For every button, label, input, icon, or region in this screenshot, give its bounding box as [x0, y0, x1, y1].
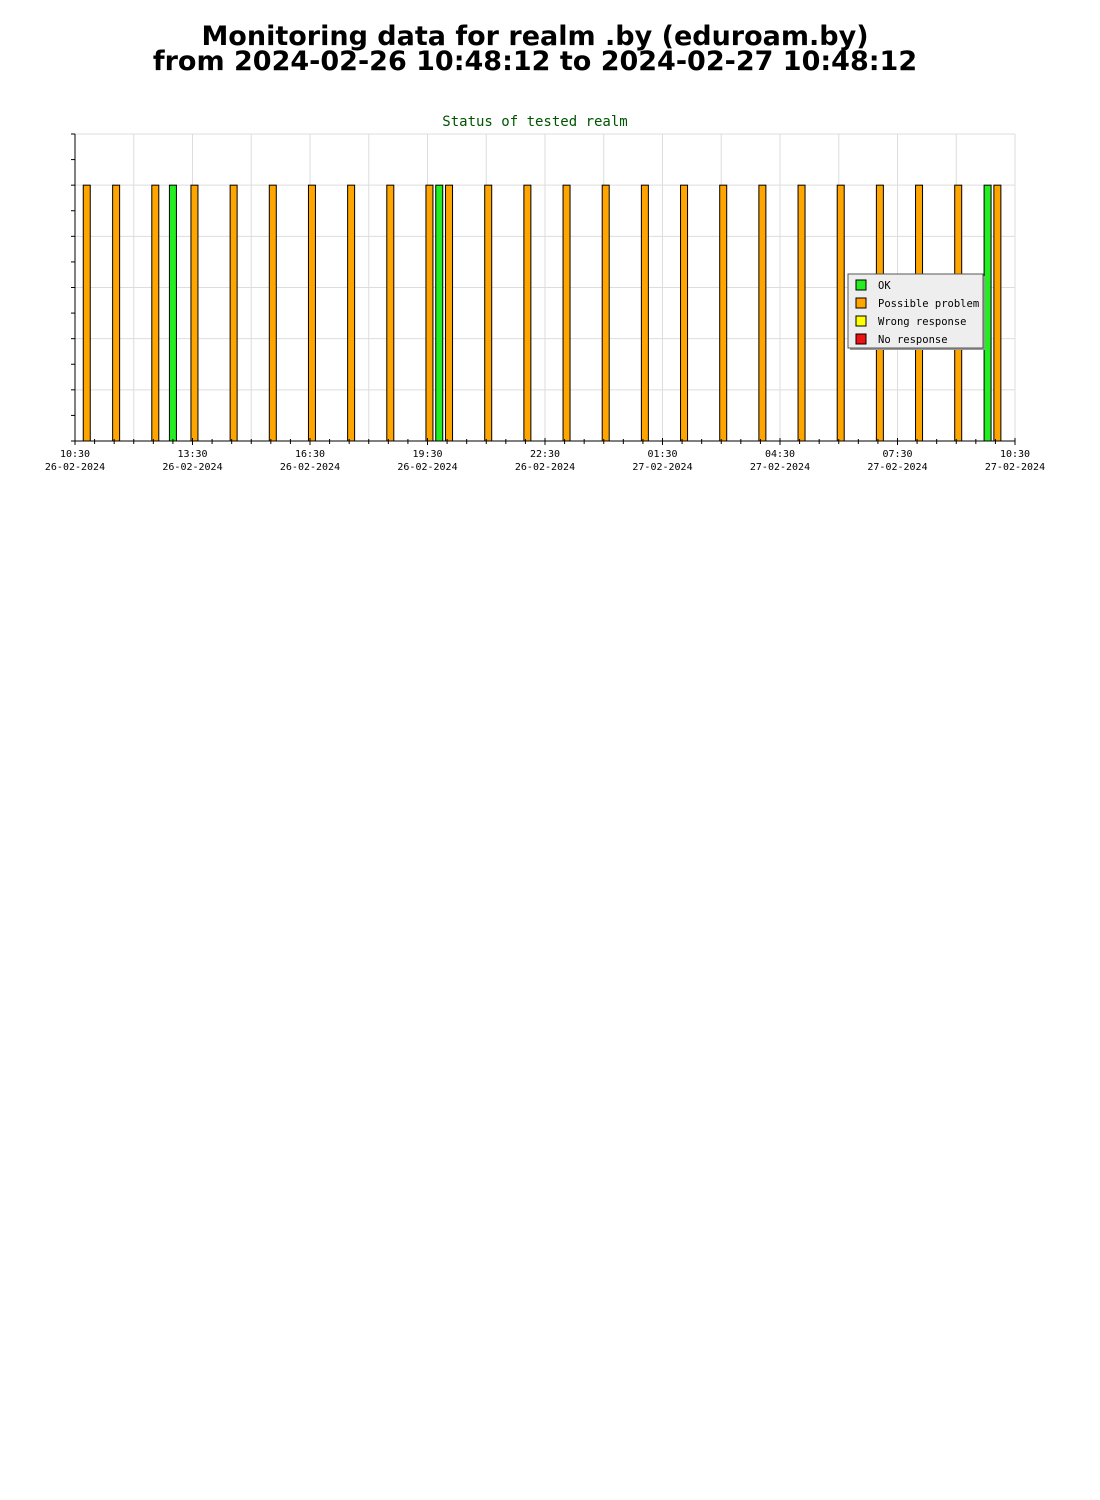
page-title-line-2: from 2024-02-26 10:48:12 to 2024-02-27 1… — [152, 46, 918, 77]
bar-possible_problem — [307, 184, 316, 442]
bar-possible_problem — [151, 184, 160, 442]
x-axis-labels: 10:30 26-02-2024 13:30 26-02-2024 16:30 26-02… — [45, 449, 1045, 473]
bar-ok — [168, 184, 177, 442]
bar-possible_problem — [445, 184, 454, 442]
bar-ok — [435, 184, 444, 442]
legend-label-wrong_response: Wrong response — [878, 316, 967, 328]
bar-possible_problem — [640, 184, 649, 442]
bar-possible_problem — [523, 184, 532, 442]
bar-possible_problem — [680, 184, 689, 442]
x-tick-label-date: 27-02-2024 — [632, 462, 692, 473]
x-tick-label-time: 04:30 — [765, 449, 795, 460]
bar-possible_problem — [268, 184, 277, 442]
legend-swatch-ok — [855, 279, 867, 291]
bar-possible_problem — [758, 184, 767, 442]
legend-swatch-wrong_response — [855, 315, 867, 327]
x-tick-label-time: 22:30 — [530, 449, 560, 460]
bar-possible_problem — [229, 184, 238, 442]
bar-possible_problem — [190, 184, 199, 442]
page-title: Monitoring data for realm .by (eduroam.b… — [0, 21, 1070, 77]
x-tick-label-date: 27-02-2024 — [867, 462, 927, 473]
legend-swatch-possible_problem — [855, 297, 867, 309]
chart-legend: OK Possible problem Wrong response No respo… — [847, 273, 985, 350]
x-tick-label-time: 01:30 — [647, 449, 677, 460]
bar-possible_problem — [425, 184, 434, 442]
bar-possible_problem — [82, 184, 91, 442]
legend-box — [847, 273, 984, 349]
legend-label-ok: OK — [878, 280, 891, 292]
x-tick-label-date: 26-02-2024 — [397, 462, 457, 473]
x-tick-label-time: 07:30 — [882, 449, 912, 460]
bar-possible_problem — [347, 184, 356, 442]
x-tick-label-date: 26-02-2024 — [162, 462, 222, 473]
legend-label-possible_problem: Possible problem — [878, 298, 979, 310]
x-tick-label-date: 26-02-2024 — [45, 462, 105, 473]
chart-bars — [82, 184, 1002, 442]
legend-label-no_response: No response — [878, 334, 948, 346]
bar-ok — [983, 184, 992, 442]
legend-swatch-no_response — [855, 333, 867, 345]
bar-possible_problem — [993, 184, 1002, 442]
x-tick-label-time: 16:30 — [295, 449, 325, 460]
x-tick-label-date: 27-02-2024 — [985, 462, 1045, 473]
x-tick-label-date: 26-02-2024 — [280, 462, 340, 473]
x-tick-label-time: 10:30 — [1000, 449, 1030, 460]
x-tick-label-time: 10:30 — [60, 449, 90, 460]
chart-title: Status of tested realm — [442, 114, 627, 130]
bar-possible_problem — [719, 184, 728, 442]
x-tick-label-date: 26-02-2024 — [515, 462, 575, 473]
bar-possible_problem — [386, 184, 395, 442]
bar-possible_problem — [797, 184, 806, 442]
bar-possible_problem — [112, 184, 121, 442]
bar-possible_problem — [836, 184, 845, 442]
chart-axes — [71, 133, 1016, 445]
x-tick-label-time: 19:30 — [412, 449, 442, 460]
bar-possible_problem — [484, 184, 493, 442]
bar-possible_problem — [601, 184, 610, 442]
status-chart: Status of tested realm 10:30 26-02-2024 13… — [45, 114, 1045, 473]
bar-possible_problem — [562, 184, 571, 442]
x-tick-label-time: 13:30 — [177, 449, 207, 460]
page-title-line-1: Monitoring data for realm .by (eduroam.b… — [201, 21, 869, 52]
x-tick-label-date: 27-02-2024 — [750, 462, 810, 473]
